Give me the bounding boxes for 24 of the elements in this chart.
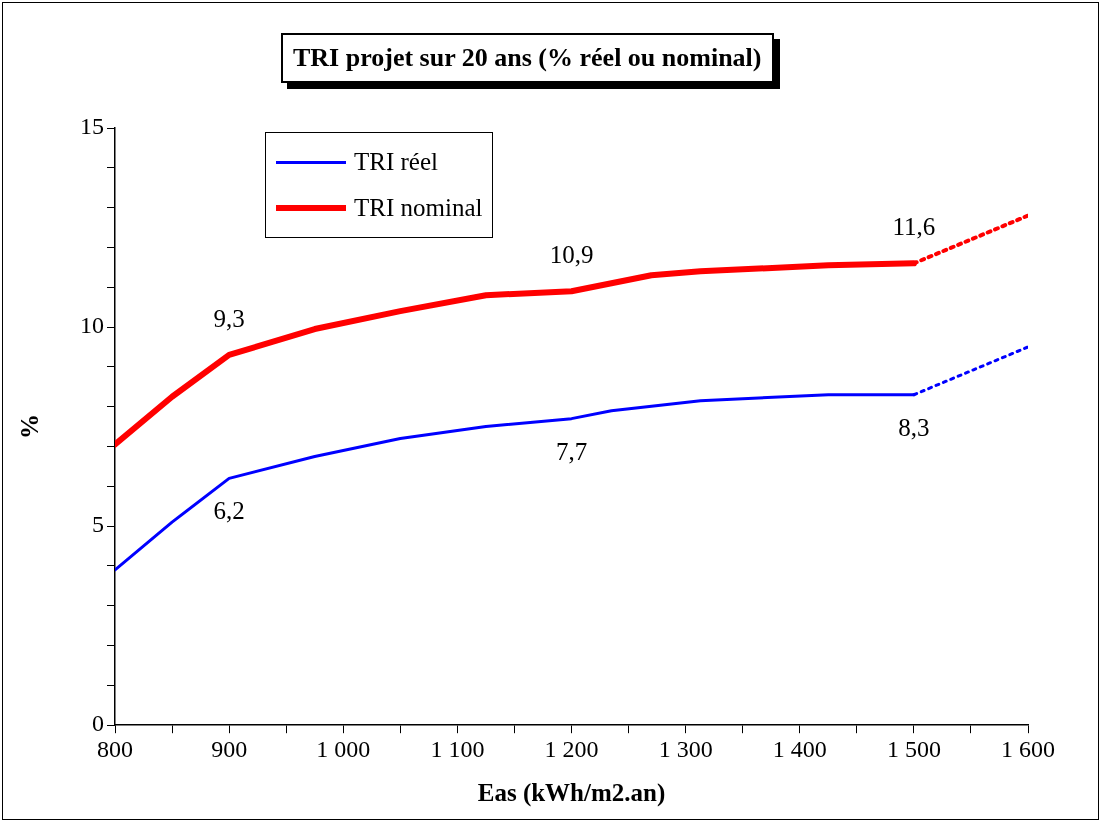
y-axis-title: % [16,414,44,440]
x-tick-label: 800 [97,735,133,762]
chart-title: TRI projet sur 20 ans (% réel ou nominal) [281,33,774,83]
x-tick-label: 1 500 [886,735,941,762]
y-tick-label: 15 [80,113,104,140]
data-label: 9,3 [213,305,245,332]
x-tick-label: 1 200 [544,735,599,762]
x-tick-label: 1 600 [1001,735,1055,762]
legend-label: TRI réel [354,148,438,176]
x-axis-title: Eas (kWh/m2.an) [477,779,666,808]
x-tick-label: 1 300 [658,735,713,762]
data-label: 8,3 [898,413,930,441]
x-tick-label: 900 [211,735,248,762]
data-label: 6,2 [213,497,245,525]
legend-label: TRI nominal [354,194,483,222]
x-tick-label: 1 100 [430,735,485,762]
data-label: 7,7 [555,437,588,465]
data-label: 10,9 [549,241,594,269]
y-tick-label: 0 [92,710,104,737]
data-label: 11,6 [892,213,936,241]
x-tick-label: 1 400 [772,735,827,762]
x-tick-label: 1 000 [316,735,371,762]
y-tick-label: 5 [92,511,104,538]
y-tick-label: 10 [80,312,104,339]
